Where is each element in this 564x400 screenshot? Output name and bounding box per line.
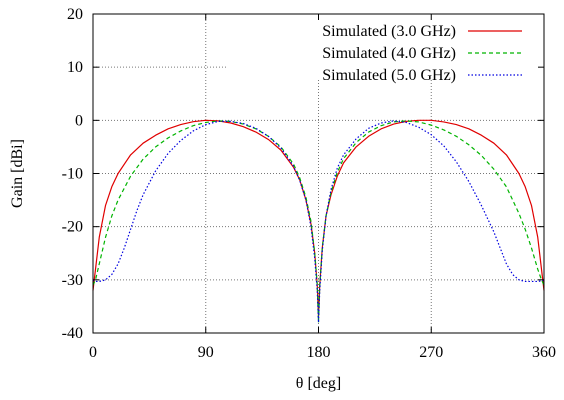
grid [93, 14, 544, 333]
y-tick-label: -10 [62, 166, 83, 183]
x-tick-label: 270 [419, 344, 443, 361]
series-layer [92, 119, 545, 323]
y-tick-label: 10 [67, 59, 83, 76]
y-tick-label: 20 [67, 6, 83, 23]
legend-label: Simulated (3.0 GHz) [322, 23, 456, 40]
x-tick-label: 180 [307, 344, 331, 361]
y-tick-label: -30 [62, 272, 83, 289]
y-tick-label: -20 [62, 219, 83, 236]
series-line [92, 120, 545, 323]
x-tick-label: 0 [89, 344, 97, 361]
legend-label: Simulated (4.0 GHz) [322, 45, 456, 62]
y-axis-title: Gain [dBi] [9, 139, 26, 208]
y-tick-label: -40 [62, 325, 83, 342]
legend: Simulated (3.0 GHz) Simulated (4.0 GHz) Si… [322, 23, 522, 84]
x-tick-label: 360 [532, 344, 556, 361]
legend-label: Simulated (5.0 GHz) [322, 67, 456, 84]
x-axis-title: θ [deg] [296, 375, 341, 392]
axis-ticks: 0 90 180 270 360 -40 -30 -20 -10 0 10 20 [62, 6, 556, 361]
x-tick-label: 90 [198, 344, 214, 361]
y-tick-label: 0 [75, 112, 83, 129]
